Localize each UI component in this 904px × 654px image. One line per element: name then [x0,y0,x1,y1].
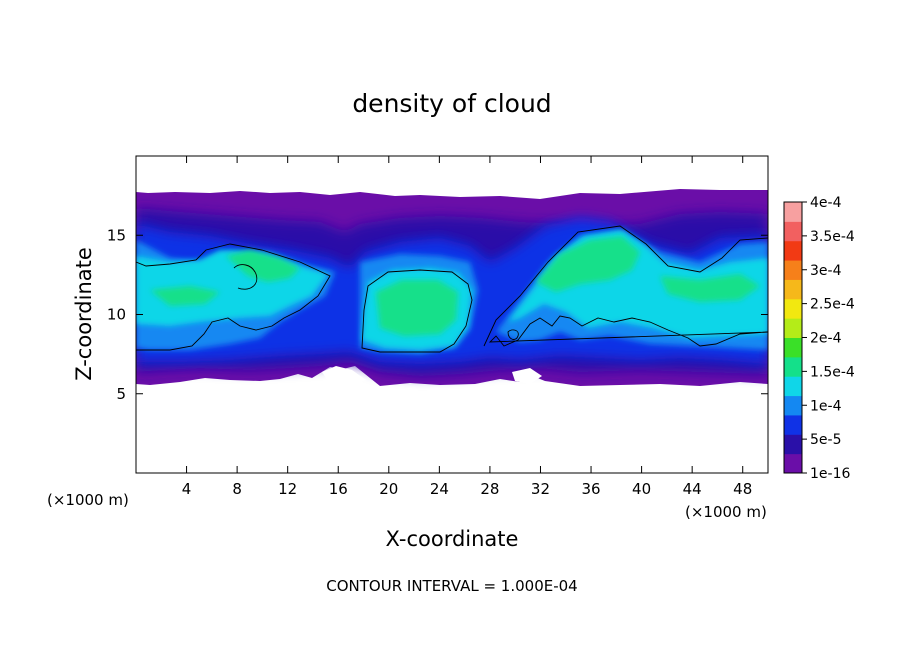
colorbar-tick-label: 5e-5 [810,432,841,448]
colorbar-segment [784,202,802,222]
colorbar-segment [784,337,802,358]
x-tick-label: 20 [379,480,398,498]
colorbar-segment [784,279,802,300]
colorbar-segment [784,240,802,261]
left-cell-green [150,250,300,306]
x-tick-label: 40 [632,480,651,498]
x-tick-label: 32 [531,480,550,498]
x-tick-label: 36 [581,480,600,498]
y-tick-label: 10 [107,306,126,324]
x-tick-label: 44 [683,480,702,498]
colorbar-tick-label: 3e-4 [810,263,842,279]
colorbar-tick-label: 1e-16 [810,466,850,482]
central-cell-green [376,280,458,336]
colorbar-segment [784,356,802,377]
x-tick-label: 48 [733,480,752,498]
y-axis-ticks: 5 10 15 [107,226,768,403]
colorbar-segment [784,318,802,338]
colorbar-segment [784,260,802,280]
contour-small-loop [507,329,519,340]
contour-left-curl [233,264,258,290]
colorbar-segment [784,298,802,319]
colorbar-tick-label: 3.5e-4 [810,229,855,245]
colorbar-segment [784,376,802,397]
colorbar-segment [784,221,802,242]
colorbar-tick-label: 2e-4 [810,331,842,347]
contour-interval-note: CONTOUR INTERVAL = 1.000E-04 [326,577,577,595]
colorbar-segment [784,395,802,416]
colorbar-segment [784,414,802,435]
colorbar-segment [784,453,802,474]
x-tick-label: 28 [480,480,499,498]
cloud-cells [136,230,768,350]
colorbar-tick-label: 2.5e-4 [810,297,855,313]
x-tick-label: 12 [278,480,297,498]
x-tick-label: 16 [329,480,348,498]
plot-area [136,156,768,473]
colorbar [783,201,803,474]
colorbar-segment [784,434,802,455]
contour-right [483,225,768,347]
clear-gap-center [322,366,542,386]
x-tick-label: 8 [232,480,242,498]
colorbar-ticks: 1e-16 5e-5 1e-4 1.5e-4 2e-4 2.5e-4 3e-4 3.5e-4 4… [802,195,855,482]
y-axis-title: Z-coordinate [72,247,96,381]
x-tick-label: 4 [182,480,192,498]
x-unit-label: (×1000 m) [685,503,767,521]
contour-central [361,269,473,353]
contour-lines [136,225,768,353]
x-tick-label: 24 [430,480,449,498]
colorbar-tick-label: 1e-4 [810,398,842,414]
x-axis-ticks: 4 8 12 16 20 24 28 32 36 40 44 48 [182,156,752,498]
contour-left [136,243,331,351]
colorbar-tick-label: 1.5e-4 [810,364,855,380]
chart-title: density of cloud [352,89,551,118]
y-tick-label: 15 [107,226,126,244]
y-tick-label: 5 [116,385,126,403]
x-axis-title: X-coordinate [386,527,519,551]
colorbar-tick-label: 4e-4 [810,195,842,211]
right-cell-green [536,236,760,302]
z-unit-label: (×1000 m) [47,491,129,509]
